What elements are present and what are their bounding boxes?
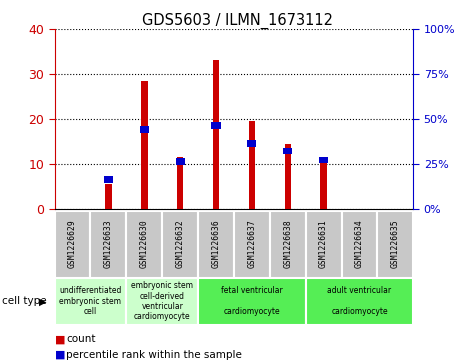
Bar: [211, 122, 220, 129]
Bar: [177, 157, 183, 209]
Text: ■: ■: [55, 350, 65, 360]
Text: GSM1226636: GSM1226636: [211, 220, 220, 269]
Text: GSM1226631: GSM1226631: [319, 220, 328, 269]
Bar: [126, 278, 198, 325]
Text: ■: ■: [55, 334, 65, 344]
Bar: [55, 211, 91, 278]
Bar: [319, 156, 328, 163]
Bar: [285, 144, 291, 209]
Text: percentile rank within the sample: percentile rank within the sample: [66, 350, 242, 360]
Bar: [126, 211, 162, 278]
Text: undifferentiated
embryonic stem
cell: undifferentiated embryonic stem cell: [59, 286, 122, 316]
Bar: [141, 81, 148, 209]
Text: ▶: ▶: [39, 296, 47, 306]
Bar: [104, 176, 113, 183]
Bar: [234, 211, 270, 278]
Bar: [198, 278, 306, 325]
Text: adult ventricular

cardiomyocyte: adult ventricular cardiomyocyte: [327, 286, 391, 316]
Text: GDS5603 / ILMN_1673112: GDS5603 / ILMN_1673112: [142, 13, 333, 29]
Bar: [248, 121, 255, 209]
Bar: [306, 278, 413, 325]
Bar: [198, 211, 234, 278]
Bar: [162, 211, 198, 278]
Bar: [320, 157, 327, 209]
Bar: [213, 61, 219, 209]
Text: cell type: cell type: [2, 296, 47, 306]
Bar: [342, 211, 378, 278]
Bar: [270, 211, 306, 278]
Text: count: count: [66, 334, 96, 344]
Bar: [306, 211, 342, 278]
Text: fetal ventricular

cardiomyocyte: fetal ventricular cardiomyocyte: [221, 286, 283, 316]
Text: GSM1226629: GSM1226629: [68, 220, 77, 269]
Text: GSM1226634: GSM1226634: [355, 220, 364, 269]
Bar: [105, 184, 112, 209]
Bar: [176, 158, 185, 165]
Bar: [140, 126, 149, 133]
Text: GSM1226632: GSM1226632: [176, 220, 185, 269]
Bar: [91, 211, 126, 278]
Bar: [283, 148, 292, 154]
Bar: [55, 278, 126, 325]
Text: GSM1226630: GSM1226630: [140, 220, 149, 269]
Text: GSM1226635: GSM1226635: [391, 220, 400, 269]
Text: GSM1226637: GSM1226637: [247, 220, 257, 269]
Bar: [378, 211, 413, 278]
Text: embryonic stem
cell-derived
ventricular
cardiomyocyte: embryonic stem cell-derived ventricular …: [131, 281, 193, 321]
Bar: [247, 140, 257, 147]
Text: GSM1226633: GSM1226633: [104, 220, 113, 269]
Text: GSM1226638: GSM1226638: [283, 220, 292, 269]
